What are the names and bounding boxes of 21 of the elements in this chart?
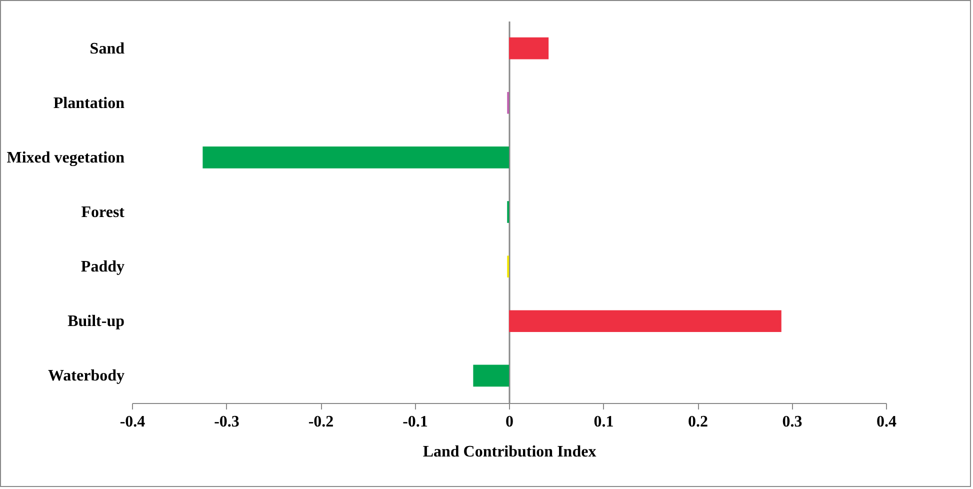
bar bbox=[509, 37, 549, 60]
y-tick-label: Sand bbox=[90, 40, 125, 58]
x-axis-title: Land Contribution Index bbox=[422, 444, 596, 460]
x-tick-label: -0.3 bbox=[214, 414, 240, 430]
x-tick-label: 0.2 bbox=[688, 414, 708, 430]
y-tick-label: Forest bbox=[81, 204, 126, 221]
x-tick-label: -0.2 bbox=[308, 414, 334, 430]
y-tick-label: Plantation bbox=[53, 94, 125, 112]
bar bbox=[202, 146, 509, 168]
bar bbox=[509, 310, 782, 332]
x-tick-label: 0.3 bbox=[782, 414, 802, 430]
y-tick-label: Paddy bbox=[80, 258, 124, 276]
x-tick-label: 0.4 bbox=[876, 414, 896, 430]
x-tick-label: -0.4 bbox=[120, 414, 146, 430]
y-tick-label: Mixed vegetation bbox=[6, 149, 125, 166]
y-tick-label: Waterbody bbox=[48, 368, 124, 385]
x-tick-label: -0.1 bbox=[402, 414, 428, 430]
y-tick-label: Built-up bbox=[68, 313, 125, 330]
bar bbox=[473, 364, 509, 387]
x-tick-label: 0.1 bbox=[594, 414, 614, 430]
x-tick-label: 0 bbox=[506, 414, 514, 430]
